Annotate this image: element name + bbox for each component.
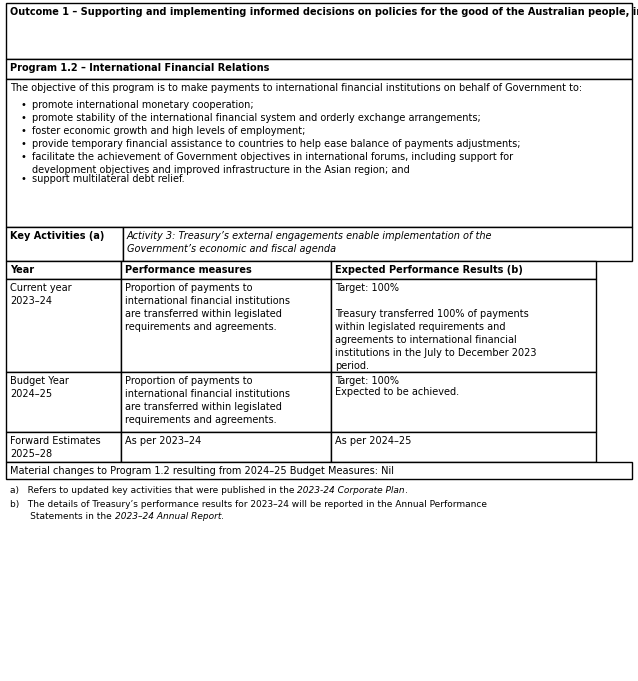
Text: .: . xyxy=(221,512,224,521)
Text: Target: 100%: Target: 100% xyxy=(335,376,399,386)
Text: The objective of this program is to make payments to international financial ins: The objective of this program is to make… xyxy=(10,83,582,93)
Text: Expected Performance Results (b): Expected Performance Results (b) xyxy=(335,265,523,275)
Bar xyxy=(6,261,121,279)
Bar xyxy=(6,79,632,227)
Bar xyxy=(121,261,331,279)
Text: As per 2024–25: As per 2024–25 xyxy=(335,436,412,446)
Text: Outcome 1 – Supporting and implementing informed decisions on policies for the g: Outcome 1 – Supporting and implementing … xyxy=(10,7,638,17)
Text: Material changes to Program 1.2 resulting from 2024–25 Budget Measures: Nil: Material changes to Program 1.2 resultin… xyxy=(10,466,394,476)
Text: As per 2023–24: As per 2023–24 xyxy=(125,436,201,446)
Bar xyxy=(6,227,123,261)
Text: •: • xyxy=(20,113,26,123)
Text: •: • xyxy=(20,152,26,162)
Text: 2023–24 Annual Report: 2023–24 Annual Report xyxy=(115,512,221,521)
Bar xyxy=(6,59,632,79)
Bar xyxy=(6,279,121,372)
Text: promote stability of the international financial system and orderly exchange arr: promote stability of the international f… xyxy=(32,113,481,123)
Bar xyxy=(121,372,331,432)
Text: Key Activities (a): Key Activities (a) xyxy=(10,231,105,241)
Bar xyxy=(6,372,121,432)
Text: Current year
2023–24: Current year 2023–24 xyxy=(10,283,71,306)
Text: Proportion of payments to
international financial institutions
are transferred w: Proportion of payments to international … xyxy=(125,283,290,332)
Bar xyxy=(331,372,596,432)
Text: support multilateral debt relief.: support multilateral debt relief. xyxy=(32,174,184,184)
Bar xyxy=(121,279,331,372)
Text: Performance measures: Performance measures xyxy=(125,265,252,275)
Text: .: . xyxy=(405,486,408,495)
Text: provide temporary financial assistance to countries to help ease balance of paym: provide temporary financial assistance t… xyxy=(32,139,521,149)
Text: 2023-24 Corporate Plan: 2023-24 Corporate Plan xyxy=(297,486,405,495)
Text: promote international monetary cooperation;: promote international monetary cooperati… xyxy=(32,100,254,110)
Text: Forward Estimates
2025–28: Forward Estimates 2025–28 xyxy=(10,436,101,459)
Text: Statements in the: Statements in the xyxy=(10,512,115,521)
Bar xyxy=(331,261,596,279)
Bar xyxy=(6,3,632,59)
Text: Budget Year
2024–25: Budget Year 2024–25 xyxy=(10,376,69,399)
Text: •: • xyxy=(20,139,26,149)
Text: foster economic growth and high levels of employment;: foster economic growth and high levels o… xyxy=(32,126,306,136)
Bar xyxy=(6,462,632,479)
Text: facilitate the achievement of Government objectives in international forums, inc: facilitate the achievement of Government… xyxy=(32,152,513,175)
Bar xyxy=(331,432,596,462)
Bar xyxy=(6,432,121,462)
Text: •: • xyxy=(20,174,26,184)
Text: Year: Year xyxy=(10,265,34,275)
Text: Activity 3: Treasury’s external engagements enable implementation of the
Governm: Activity 3: Treasury’s external engageme… xyxy=(127,231,493,254)
Bar xyxy=(121,432,331,462)
Bar xyxy=(123,227,632,261)
Text: Program 1.2 – International Financial Relations: Program 1.2 – International Financial Re… xyxy=(10,63,269,73)
Text: •: • xyxy=(20,100,26,110)
Text: a)   Refers to updated key activities that were published in the: a) Refers to updated key activities that… xyxy=(10,486,297,495)
Text: b)   The details of Treasury’s performance results for 2023–24 will be reported : b) The details of Treasury’s performance… xyxy=(10,500,487,509)
Text: Target: 100%

Treasury transferred 100% of payments
within legislated requiremen: Target: 100% Treasury transferred 100% o… xyxy=(335,283,537,397)
Text: •: • xyxy=(20,126,26,136)
Bar xyxy=(331,279,596,372)
Text: Proportion of payments to
international financial institutions
are transferred w: Proportion of payments to international … xyxy=(125,376,290,425)
